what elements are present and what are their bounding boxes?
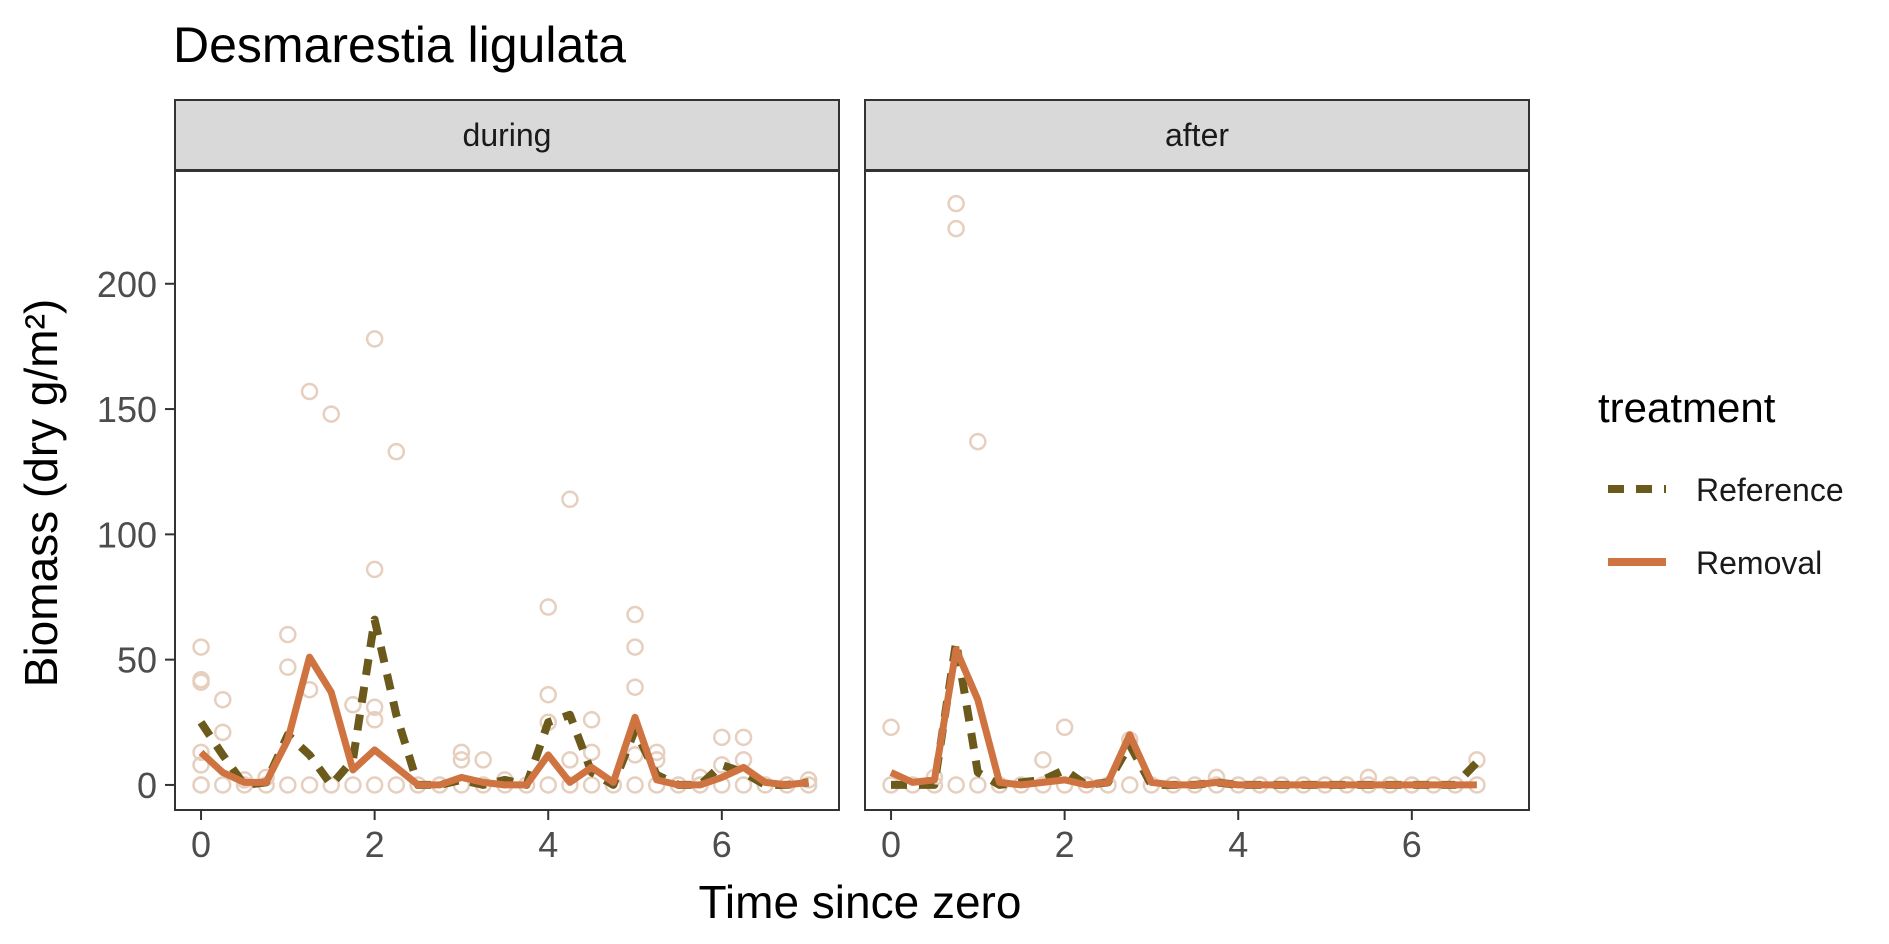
data-point [713, 728, 731, 747]
data-point [734, 776, 753, 794]
data-point [561, 490, 579, 509]
series-line-removal [198, 653, 810, 789]
series-line-reference [197, 615, 810, 789]
facet-strip [174, 99, 840, 171]
data-point [322, 405, 340, 423]
plot-area [175, 171, 839, 810]
data-point [474, 751, 492, 769]
x-tick-label: 6 [1402, 824, 1422, 865]
data-point [192, 743, 210, 762]
data-point [1055, 718, 1074, 737]
x-tick-label: 4 [1228, 824, 1248, 865]
data-point [452, 743, 471, 762]
data-point [192, 673, 210, 691]
data-point [582, 743, 601, 762]
data-point [1034, 751, 1052, 769]
data-point [947, 776, 965, 794]
y-axis-title: Biomass (dry g/m²) [15, 299, 67, 687]
data-point [192, 638, 210, 656]
data-point [969, 776, 987, 794]
data-point [882, 718, 900, 737]
data-point [582, 776, 601, 794]
data-point [734, 728, 753, 747]
legend-item-removal: Removal [1608, 545, 1822, 581]
y-tick-label: 150 [97, 389, 157, 430]
x-tick-label: 0 [191, 824, 211, 865]
data-point [213, 723, 232, 742]
chart-title: Desmarestia ligulata [173, 17, 626, 73]
data-point [582, 711, 601, 729]
x-tick-label: 0 [881, 824, 901, 865]
y-tick-label: 50 [117, 640, 157, 681]
data-point [947, 219, 965, 238]
data-point [387, 776, 406, 794]
facet-strip [864, 99, 1530, 171]
panel-border [864, 170, 1530, 811]
data-point [300, 776, 319, 794]
data-point [192, 756, 210, 774]
data-point [539, 598, 557, 616]
panel-after: after 0 2 4 6 [864, 99, 1530, 865]
data-point [539, 776, 557, 794]
data-point [300, 382, 319, 401]
data-point [452, 751, 471, 769]
data-point [213, 776, 232, 794]
legend-item-reference: Reference [1608, 472, 1844, 508]
data-point [365, 560, 384, 579]
x-tick-label: 4 [538, 824, 558, 865]
data-point [279, 776, 297, 794]
x-tick-label: 2 [365, 824, 385, 865]
series-line-removal [889, 646, 1477, 789]
data-point [365, 330, 384, 348]
legend: treatment Reference Removal [1598, 384, 1844, 581]
data-point [626, 638, 644, 656]
data-point [213, 690, 232, 709]
y-tick-label: 0 [137, 765, 157, 806]
x-tick-label: 2 [1055, 824, 1075, 865]
facet-label: during [463, 117, 552, 153]
data-point [969, 432, 987, 451]
data-point [365, 698, 384, 717]
x-axis-title: Time since zero [699, 876, 1022, 928]
data-point [279, 658, 297, 676]
data-point [539, 685, 557, 704]
data-point [344, 696, 362, 714]
data-point [365, 711, 384, 729]
data-point [279, 625, 297, 644]
x-tick-label: 6 [712, 824, 732, 865]
legend-label: Reference [1696, 472, 1844, 508]
y-tick-label: 100 [97, 514, 157, 555]
panel-during: during 0 2 4 6 0 50 100 150 200 [97, 99, 840, 865]
y-tick-label: 200 [97, 264, 157, 305]
legend-title: treatment [1598, 384, 1776, 431]
data-point [387, 442, 406, 461]
facet-label: after [1165, 117, 1229, 153]
data-point [344, 776, 362, 794]
legend-label: Removal [1696, 545, 1822, 581]
data-point [1120, 776, 1139, 794]
data-point [947, 194, 965, 213]
data-point [192, 776, 210, 794]
data-point [626, 678, 644, 696]
data-point [626, 776, 644, 794]
data-point [322, 776, 340, 794]
data-point [561, 751, 579, 769]
panel-border [174, 170, 840, 811]
data-point [626, 605, 644, 624]
data-point [365, 776, 384, 794]
